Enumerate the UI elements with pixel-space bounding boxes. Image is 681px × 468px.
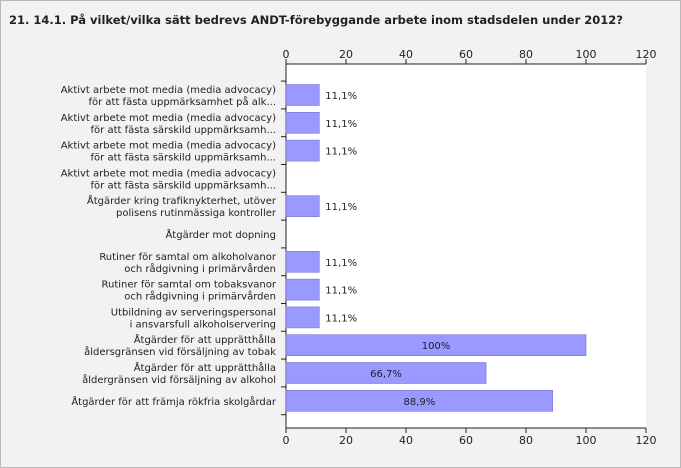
bottom-tick-label: 120 [636,434,657,447]
category-label: för att fästa särskild uppmärksamh... [91,125,276,136]
data-label: 11,1% [325,147,357,158]
bar [285,278,320,301]
bar [285,306,320,329]
category-label: Åtgärder mot dopning [165,228,276,241]
bottom-tick-label: 60 [459,434,473,447]
data-label: 100% [422,341,451,352]
top-tick-label: 100 [576,48,597,61]
category-label: åldersgränsen vid försäljning av tobak [84,345,276,358]
category-label: Åtgärder för att främja rökfria skolgård… [71,395,277,408]
bottom-tick-label: 20 [339,434,353,447]
bar [285,84,320,106]
category-label: och rådgivning i primärvården [124,262,276,275]
bar [285,139,320,162]
category-label: och rådgivning i primärvården [124,290,276,303]
bottom-tick-label: 0 [283,434,290,447]
top-tick-label: 0 [283,48,290,61]
data-label: 66,7% [370,369,402,380]
bottom-tick-label: 40 [399,434,413,447]
category-label: Aktivt arbete mot media (media advocacy) [61,141,276,152]
data-label: 11,1% [325,202,357,213]
category-label: Åtgärder för att upprätthålla [134,361,276,374]
category-label: för att fästa särskild uppmärksamh... [91,153,276,164]
category-label: för att fästa särskild uppmärksamh... [91,180,276,191]
category-label: Utbildning av serveringspersonal [111,307,276,318]
data-label: 11,1% [325,91,357,102]
data-label: 11,1% [325,258,357,269]
data-label: 11,1% [325,313,357,324]
category-label: Rutiner för samtal om tobaksvanor [102,280,277,291]
bar [285,251,320,273]
bar [285,362,487,384]
top-tick-label: 60 [459,48,473,61]
top-tick-label: 20 [339,48,353,61]
category-label: åldergränsen vid försäljning av alkohol [82,373,276,386]
bottom-tick-label: 80 [519,434,533,447]
data-label: 11,1% [325,119,357,130]
bar [285,195,320,217]
chart-title: 21. 14.1. På vilket/vilka sätt bedrevs A… [9,13,623,27]
category-label: i ansvarsfull alkoholservering [130,319,276,330]
bar [285,334,587,357]
top-tick-label: 120 [636,48,657,61]
category-label: polisens rutinmässiga kontroller [116,208,277,219]
data-label: 88,9% [403,397,435,408]
top-tick-label: 40 [399,48,413,61]
bar [285,112,320,134]
bottom-tick-label: 100 [576,434,597,447]
data-label: 11,1% [325,286,357,297]
category-label: Aktivt arbete mot media (media advocacy) [61,85,276,96]
category-label: Rutiner för samtal om alkoholvanor [99,252,277,263]
category-label: för att fästa uppmärksamhet på alk... [88,95,276,108]
category-label: Aktivt arbete mot media (media advocacy) [61,113,276,124]
top-tick-label: 80 [519,48,533,61]
category-label: Aktivt arbete mot media (media advocacy) [61,168,276,179]
category-label: Åtgärder kring trafiknykterhet, utöver [87,194,277,207]
bar [285,389,554,412]
category-label: Åtgärder för att upprätthålla [134,333,276,346]
